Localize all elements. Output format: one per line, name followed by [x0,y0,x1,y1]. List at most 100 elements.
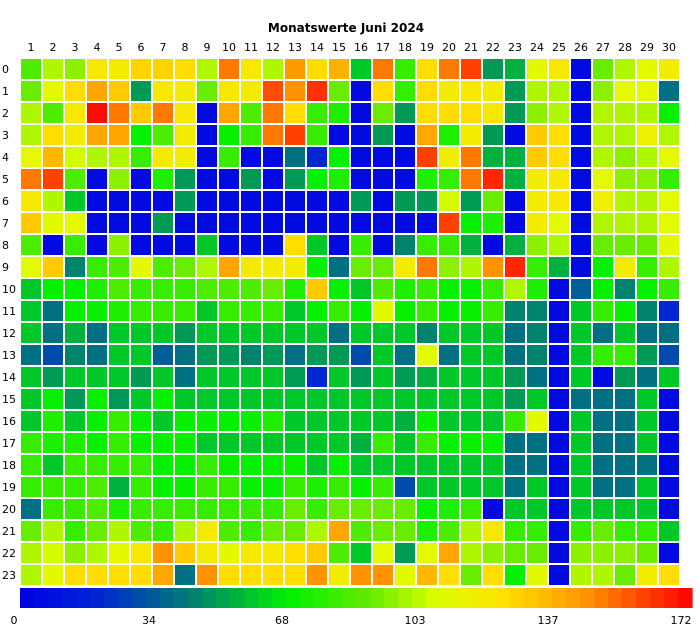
heatmap-cell [327,277,351,301]
heatmap-cell [613,211,637,235]
x-tick-label: 3 [72,41,79,54]
heatmap-cell [437,167,461,191]
heatmap-cell [195,189,219,213]
heatmap-cell [283,101,307,125]
heatmap-cell [41,541,65,565]
heatmap-cell [129,57,153,81]
heatmap-cell [217,167,241,191]
heatmap-cell [503,541,527,565]
heatmap-cell [261,321,285,345]
heatmap-cell [503,101,527,125]
heatmap-cell [547,211,571,235]
colorbar-segment [342,588,357,608]
heatmap-cell [635,145,659,169]
heatmap-cell [327,321,351,345]
heatmap-cell [613,365,637,389]
heatmap-cell [657,563,681,587]
heatmap-cell [283,299,307,323]
heatmap-cell [85,563,109,587]
heatmap-cell [349,387,373,411]
heatmap-cell [129,343,153,367]
heatmap-cell [173,101,197,125]
colorbar-segment [566,588,581,608]
heatmap-cell [305,189,329,213]
heatmap-cell [393,409,417,433]
heatmap-cell [41,497,65,521]
colorbar-segment [482,588,497,608]
x-tick-label: 29 [640,41,654,54]
heatmap-cell [481,145,505,169]
heatmap-cell [525,563,549,587]
heatmap-cell [129,101,153,125]
heatmap-cell [327,453,351,477]
colorbar-segment [454,588,469,608]
heatmap-cell [239,453,263,477]
heatmap-cell [195,563,219,587]
heatmap-cell [151,321,175,345]
heatmap-cell [591,299,615,323]
heatmap-cell [525,321,549,345]
heatmap-cell [503,387,527,411]
heatmap-cell [371,519,395,543]
heatmap-cell [63,497,87,521]
heatmap-cell [85,167,109,191]
heatmap-cell [415,321,439,345]
heatmap-cell [239,387,263,411]
heatmap-cell [305,123,329,147]
heatmap-cell [217,123,241,147]
heatmap-cell [85,453,109,477]
heatmap-cell [437,431,461,455]
heatmap-cell [151,145,175,169]
heatmap-cell [195,79,219,103]
heatmap-cell [635,343,659,367]
heatmap-cell [305,541,329,565]
heatmap-cell [503,57,527,81]
heatmap-cell [173,563,197,587]
heatmap-cell [415,123,439,147]
heatmap-cell [525,145,549,169]
heatmap-cell [503,211,527,235]
heatmap-cell [327,255,351,279]
heatmap-cell [547,321,571,345]
heatmap-cell [305,453,329,477]
heatmap-cell [371,57,395,81]
heatmap-cell [195,101,219,125]
heatmap-cell [305,409,329,433]
heatmap-cell [635,211,659,235]
heatmap-cell [283,453,307,477]
heatmap-cell [173,123,197,147]
heatmap-cell [657,123,681,147]
heatmap-cell [503,167,527,191]
heatmap-cell [569,453,593,477]
heatmap-cell [107,541,131,565]
heatmap-cell [85,79,109,103]
heatmap-cell [41,409,65,433]
heatmap-cell [371,563,395,587]
heatmap-cell [393,519,417,543]
heatmap-cell [173,321,197,345]
heatmap-cell [19,343,43,367]
heatmap-cell [459,497,483,521]
colorbar-segment [552,588,567,608]
heatmap-cell [613,453,637,477]
heatmap-cell [481,101,505,125]
x-tick-label: 11 [244,41,258,54]
heatmap-cell [657,189,681,213]
heatmap-cell [569,321,593,345]
x-tick-label: 30 [662,41,676,54]
heatmap-cell [437,277,461,301]
heatmap-cell [327,519,351,543]
heatmap-cell [41,233,65,257]
heatmap-cell [547,189,571,213]
heatmap-cell [393,497,417,521]
heatmap-cell [591,497,615,521]
heatmap-cell [393,563,417,587]
heatmap-cell [613,475,637,499]
y-tick-label: 5 [2,173,9,186]
colorbar-segment [188,588,203,608]
heatmap-cell [173,387,197,411]
heatmap-cell [283,189,307,213]
heatmap-cell [459,101,483,125]
heatmap-cell [261,123,285,147]
